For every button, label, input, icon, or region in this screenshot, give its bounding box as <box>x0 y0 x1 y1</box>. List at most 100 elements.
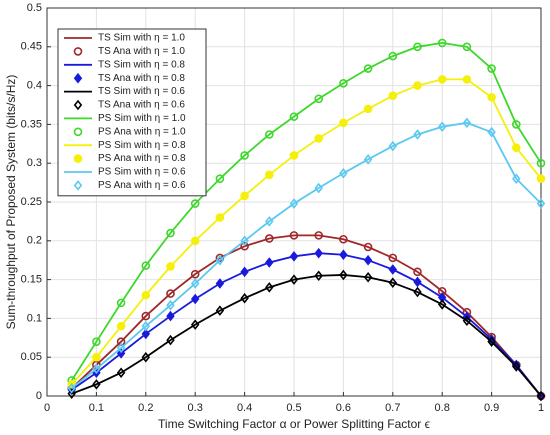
marker <box>92 363 101 375</box>
marker <box>437 121 447 133</box>
marker <box>314 94 324 104</box>
marker <box>437 75 447 84</box>
y-tick-label: 0 <box>36 390 42 402</box>
legend-label: TS Ana with η = 1.0 <box>98 46 185 57</box>
marker <box>388 91 398 100</box>
x-tick-label: 0.1 <box>89 402 104 414</box>
x-tick-label: 0.7 <box>385 402 400 414</box>
marker <box>141 261 151 270</box>
marker <box>339 249 348 261</box>
x-axis-label: Time Switching Factor α or Power Splitti… <box>158 417 430 431</box>
marker <box>116 342 126 354</box>
legend-label: PS Sim with η = 0.8 <box>98 140 186 151</box>
marker <box>67 382 76 394</box>
marker <box>73 72 83 84</box>
marker <box>413 267 422 277</box>
marker <box>413 276 422 288</box>
marker <box>536 198 546 209</box>
y-tick-label: 0.15 <box>21 274 42 286</box>
y-tick-label: 0.3 <box>27 157 42 169</box>
legend-label: TS Ana with η = 0.6 <box>98 100 185 111</box>
marker <box>166 299 175 311</box>
marker <box>141 290 151 300</box>
marker <box>73 154 83 163</box>
legend-box <box>57 28 207 197</box>
marker <box>73 127 83 137</box>
marker <box>363 254 373 266</box>
marker <box>116 348 126 359</box>
marker <box>314 182 323 194</box>
marker <box>166 334 175 346</box>
series-line <box>71 234 542 397</box>
marker <box>116 337 126 346</box>
x-tick-label: 0.9 <box>484 402 499 414</box>
marker <box>462 42 472 52</box>
legend-label: TS Sim with η = 0.8 <box>98 59 185 70</box>
marker <box>289 274 299 285</box>
marker <box>289 151 299 160</box>
marker <box>265 282 274 293</box>
marker <box>462 75 472 84</box>
marker <box>487 64 496 73</box>
marker <box>413 286 422 298</box>
y-tick-label: 0.4 <box>27 80 42 92</box>
series-line <box>71 121 542 389</box>
marker <box>240 235 249 247</box>
marker <box>536 174 546 184</box>
marker <box>215 213 225 222</box>
marker <box>141 320 151 332</box>
marker <box>240 151 249 160</box>
x-tick-label: 0.4 <box>237 402 252 414</box>
marker <box>92 337 101 346</box>
marker <box>536 158 546 168</box>
marker <box>314 231 324 240</box>
marker <box>413 42 422 52</box>
marker <box>289 251 299 262</box>
series-line <box>71 274 542 397</box>
marker <box>92 352 101 362</box>
legend-label: TS Sim with η = 0.6 <box>98 86 185 97</box>
marker <box>215 278 225 289</box>
marker <box>166 228 175 238</box>
marker <box>92 379 101 390</box>
marker <box>511 143 521 152</box>
marker <box>462 315 472 327</box>
marker <box>388 277 398 288</box>
x-tick-label: 0.2 <box>138 402 153 414</box>
legend-label: PS Ana with η = 1.0 <box>98 126 186 137</box>
x-tick-label: 0.3 <box>188 402 203 414</box>
marker <box>265 257 274 268</box>
y-tick-label: 0.1 <box>27 312 42 324</box>
marker <box>388 264 398 275</box>
y-axis-label: Sum-throughput of Proposed System (bits/… <box>4 75 18 330</box>
marker <box>363 242 373 252</box>
marker <box>462 117 472 129</box>
marker <box>190 236 200 246</box>
marker <box>215 174 225 184</box>
y-tick-label: 0.35 <box>21 118 42 130</box>
marker <box>339 269 348 281</box>
marker <box>190 269 200 279</box>
marker <box>339 168 348 179</box>
marker <box>240 292 249 304</box>
marker <box>511 120 521 129</box>
x-tick-label: 0 <box>44 402 50 414</box>
y-tick-label: 0.2 <box>27 235 42 247</box>
marker <box>487 126 496 138</box>
marker <box>73 47 83 56</box>
marker <box>116 298 126 308</box>
marker <box>437 38 447 48</box>
plot-border <box>46 7 542 397</box>
marker <box>264 130 274 139</box>
legend-label: PS Ana with η = 0.8 <box>98 153 186 164</box>
marker <box>166 262 175 271</box>
marker <box>487 336 496 347</box>
marker <box>190 199 200 208</box>
marker <box>339 234 348 244</box>
marker <box>116 321 126 331</box>
marker <box>67 388 76 399</box>
marker <box>388 253 398 263</box>
marker <box>289 231 299 240</box>
marker <box>240 266 249 278</box>
